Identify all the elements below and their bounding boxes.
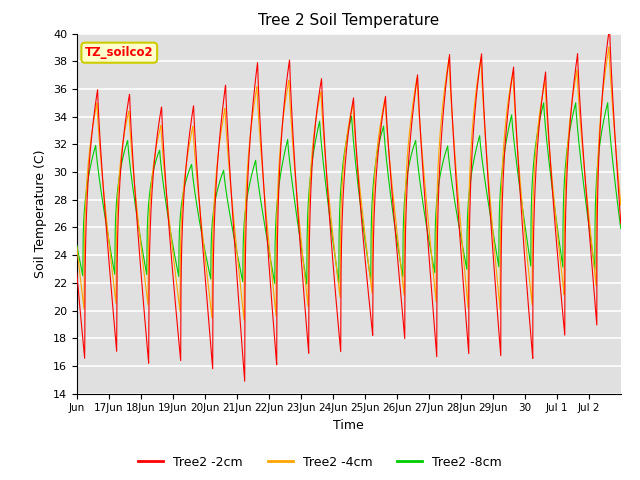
Y-axis label: Soil Temperature (C): Soil Temperature (C) [35,149,47,278]
Legend: Tree2 -2cm, Tree2 -4cm, Tree2 -8cm: Tree2 -2cm, Tree2 -4cm, Tree2 -8cm [133,451,507,474]
Title: Tree 2 Soil Temperature: Tree 2 Soil Temperature [258,13,440,28]
X-axis label: Time: Time [333,419,364,432]
Text: TZ_soilco2: TZ_soilco2 [85,46,154,59]
